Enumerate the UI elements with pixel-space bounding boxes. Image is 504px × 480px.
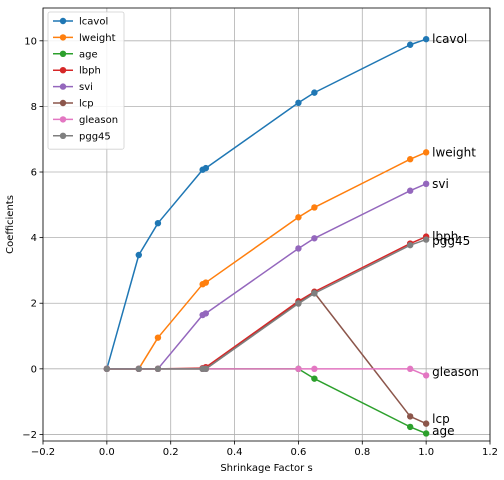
legend-entry-pgg45: pgg45	[53, 131, 111, 142]
legend-marker	[59, 34, 67, 41]
y-tick-label: 4	[31, 233, 37, 244]
y-tick-label: 6	[31, 168, 37, 179]
data-point-lcp	[406, 413, 414, 420]
legend-entry-gleason: gleason	[53, 115, 118, 126]
y-tick-label: 10	[24, 36, 37, 47]
end-label-pgg45: pgg45	[432, 234, 470, 248]
legend-entry-svi: svi	[53, 82, 93, 93]
data-point-pgg45	[135, 365, 142, 373]
y-tick-label: 8	[31, 102, 37, 113]
data-point-lweight	[422, 149, 430, 156]
end-label-lweight: lweight	[432, 145, 476, 159]
data-point-pgg45	[422, 236, 430, 243]
legend-entry-lcavol: lcavol	[53, 17, 108, 28]
data-point-svi	[311, 235, 318, 242]
legend-label: lcavol	[79, 17, 108, 28]
x-tick-label: −0.2	[31, 447, 55, 458]
legend-entry-lcp: lcp	[53, 99, 94, 110]
data-point-lcavol	[202, 164, 210, 172]
legend-entry-lbph: lbph	[53, 66, 101, 77]
x-axis-label: Shrinkage Factor s	[220, 463, 312, 474]
data-point-gleason	[311, 365, 318, 373]
data-point-pgg45	[154, 365, 162, 373]
ticks: −0.2 0.0 0.2 0.4 0.6 0.8 1.0 1.2 −2 0 2 4 6 8 10	[22, 36, 498, 458]
legend-label: lbph	[79, 66, 101, 77]
data-point-pgg45	[406, 241, 414, 249]
legend-marker	[59, 116, 67, 123]
data-point-lweight	[154, 334, 162, 341]
data-point-lcavol	[422, 35, 430, 43]
legend: lcavol lweight age lbph svi lcp gleason pgg45	[47, 11, 125, 150]
legend-entry-lweight: lweight	[53, 33, 116, 44]
series-layer	[103, 35, 430, 437]
data-point-pgg45	[311, 290, 318, 297]
legend-box	[47, 11, 125, 150]
data-point-lcavol	[295, 99, 302, 107]
legend-marker	[59, 50, 67, 57]
x-tick-label: 0.6	[290, 447, 306, 458]
data-point-lcavol	[406, 41, 414, 48]
data-point-pgg45	[103, 365, 111, 373]
y-tick-label: −2	[22, 430, 37, 441]
legend-label: svi	[79, 82, 93, 93]
data-point-svi	[202, 310, 210, 317]
end-label-lcp: lcp	[432, 412, 450, 426]
legend-marker	[59, 83, 67, 90]
data-point-svi	[295, 245, 302, 252]
legend-label: gleason	[79, 115, 118, 126]
legend-marker	[59, 99, 67, 107]
end-label-gleason: gleason	[432, 365, 479, 379]
x-tick-label: 1.2	[482, 447, 498, 458]
data-point-lweight	[295, 214, 302, 221]
x-tick-label: 1.0	[418, 447, 434, 458]
data-point-gleason	[422, 372, 430, 379]
y-tick-label: 0	[31, 364, 37, 375]
data-point-svi	[422, 180, 430, 188]
data-point-svi	[406, 187, 414, 194]
legend-label: lcp	[79, 99, 94, 110]
data-point-pgg45	[202, 365, 210, 373]
plot-frame	[42, 7, 491, 442]
data-point-lcp	[422, 420, 430, 427]
end-label-lcavol: lcavol	[432, 32, 467, 46]
x-tick-label: 0.0	[99, 447, 115, 458]
data-point-pgg45	[295, 300, 302, 307]
data-point-gleason	[406, 365, 414, 373]
end-label-svi: svi	[432, 177, 449, 191]
data-point-lcavol	[135, 251, 142, 259]
x-tick-label: 0.4	[227, 447, 243, 458]
data-point-gleason	[295, 365, 302, 373]
data-point-lcavol	[154, 219, 162, 227]
x-tick-label: 0.8	[354, 447, 370, 458]
series-lcavol	[103, 35, 430, 373]
legend-marker	[59, 132, 67, 139]
y-tick-label: 2	[31, 299, 37, 310]
legend-marker	[59, 67, 67, 74]
legend-label: pgg45	[79, 131, 111, 142]
data-point-lweight	[406, 156, 414, 163]
end-label-lbph: lbph	[432, 230, 458, 244]
end-labels: lcavol lweight age lbph svi lcp gleason pgg45	[432, 32, 479, 438]
data-point-age	[406, 423, 414, 431]
series-pgg45	[103, 236, 430, 373]
y-axis-label: Coefficients	[5, 195, 16, 254]
end-label-age: age	[432, 424, 454, 438]
x-tick-label: 0.2	[163, 447, 179, 458]
data-point-lcavol	[311, 89, 318, 96]
data-point-age	[311, 375, 318, 382]
legend-entry-age: age	[53, 49, 98, 60]
legend-marker	[59, 17, 67, 25]
data-point-lweight	[311, 204, 318, 211]
legend-label: lweight	[79, 33, 116, 44]
data-point-age	[422, 430, 430, 437]
data-point-lweight	[202, 279, 210, 286]
legend-label: age	[79, 49, 98, 60]
